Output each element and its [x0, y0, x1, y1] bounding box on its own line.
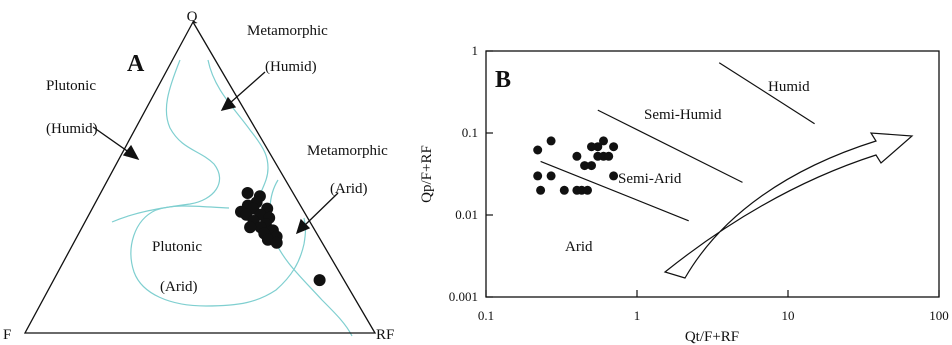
ternary-point-1 — [241, 187, 254, 199]
arrow-metamorphic-humid — [229, 71, 266, 104]
y-tick-label-0.1: 0.1 — [462, 125, 478, 140]
scatter-point-4 — [546, 171, 556, 181]
scatter-point-19 — [609, 171, 619, 181]
scatter-point-6 — [559, 185, 569, 195]
label-plutonic-arid: Plutonic — [152, 239, 202, 255]
scatter-point-2 — [546, 136, 556, 146]
plot-frame — [485, 50, 940, 298]
scatter-point-18 — [609, 142, 619, 152]
vertex-label-f: F — [3, 327, 11, 343]
scatter-point-20 — [587, 142, 596, 152]
arrow-plutonic-humid — [92, 126, 131, 154]
boundary-plutonic-arid — [130, 205, 307, 307]
x-tick-label-100: 100 — [929, 308, 949, 323]
scatter-point-14 — [599, 136, 608, 146]
y-axis-title: Qp/F+RF — [419, 145, 435, 203]
y-tick-label-0.001: 0.001 — [449, 289, 478, 304]
label-arid-metamorphic: (Arid) — [330, 181, 368, 197]
scatter-points — [533, 136, 619, 195]
scatter-point-9 — [583, 185, 592, 195]
region-label-arid: Arid — [565, 239, 593, 255]
trend-arrow — [663, 132, 914, 279]
y-tick-label-1: 1 — [472, 43, 479, 58]
label-plutonic-humid: Plutonic — [46, 78, 96, 94]
vertex-label-rf: RF — [376, 327, 394, 343]
scatter-point-5 — [536, 185, 546, 195]
vertex-label-q: Q — [187, 9, 198, 25]
region-boundaries — [540, 62, 815, 222]
region-label-humid: Humid — [768, 79, 810, 95]
panel-a-letter: A — [127, 51, 145, 77]
ternary-point-19 — [270, 236, 283, 249]
ternary-triangle — [23, 20, 377, 334]
region-label-semi-humid: Semi-Humid — [644, 107, 722, 123]
log-log-plot: 0.1 1 10 100 1 0.1 0.01 0.001 Qt/F+RF Qp… — [419, 43, 949, 345]
ternary-point-15 — [244, 221, 257, 234]
label-humid-plutonic: (Humid) — [46, 121, 98, 137]
x-tick-label-10: 10 — [782, 308, 795, 323]
scatter-point-10 — [572, 151, 582, 161]
scatter-point-1 — [533, 145, 543, 155]
ternary-point-20 — [313, 274, 326, 287]
ternary-diagram: A Q F RF Metamorphic (Humid) Plutonic (H… — [3, 9, 394, 343]
boundary-line-1 — [540, 160, 689, 222]
x-axis-title: Qt/F+RF — [685, 329, 739, 345]
label-humid-metamorphic: (Humid) — [265, 59, 317, 75]
boundary-line-2 — [597, 109, 743, 183]
label-metamorphic-arid: Metamorphic — [307, 143, 388, 159]
scatter-point-3 — [533, 171, 543, 181]
panel-b-letter: B — [495, 67, 511, 93]
label-arid-plutonic: (Arid) — [160, 279, 198, 295]
scatter-point-17 — [604, 151, 614, 161]
scatter-point-13 — [593, 142, 603, 152]
scatter-point-12 — [587, 161, 596, 171]
arrow-metamorphic-arid — [303, 192, 339, 227]
boundary-metamorphic-humid — [207, 59, 269, 201]
x-tick-label-1: 1 — [634, 308, 641, 323]
y-tick-label-0.01: 0.01 — [455, 207, 478, 222]
arrow-head-metamorphic-arid — [295, 218, 311, 235]
annotation-arrows — [92, 71, 339, 235]
scatter-point-11 — [580, 161, 590, 171]
arrow-head-plutonic-humid — [122, 144, 140, 161]
axis-ticks — [485, 50, 940, 298]
boundary-metamorphic-arid — [269, 179, 353, 337]
arrow-head-metamorphic-humid — [220, 96, 237, 111]
x-tick-label-0.1: 0.1 — [478, 308, 494, 323]
region-label-semi-arid: Semi-Arid — [618, 171, 682, 187]
label-metamorphic-humid: Metamorphic — [247, 23, 328, 39]
ternary-points — [235, 187, 326, 287]
boundary-line-3 — [718, 62, 815, 125]
